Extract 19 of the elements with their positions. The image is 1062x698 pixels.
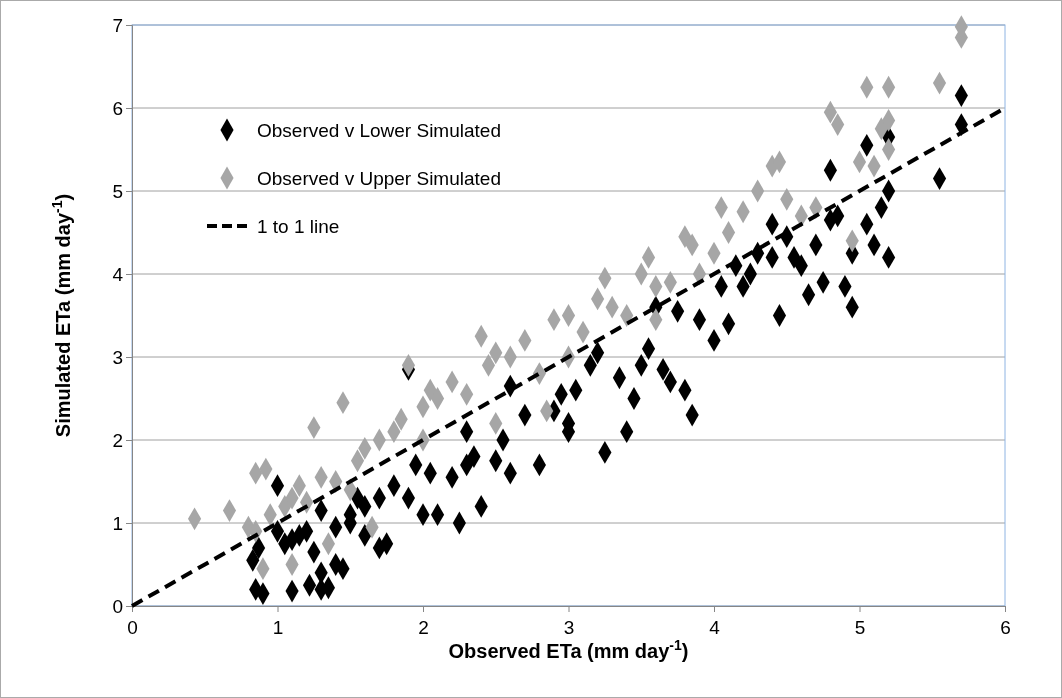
y-tick-label: 4 xyxy=(112,263,124,285)
y-tick-label: 2 xyxy=(112,429,123,451)
legend-label: 1 to 1 line xyxy=(257,215,340,237)
legend-label: Observed v Lower Simulated xyxy=(257,119,501,141)
y-tick-label: 7 xyxy=(112,14,123,36)
x-tick-label: 2 xyxy=(418,617,429,638)
x-tick-label: 6 xyxy=(1000,617,1011,638)
legend-label: Observed v Upper Simulated xyxy=(257,167,501,189)
y-tick-label: 3 xyxy=(112,346,123,368)
y-tick-label: 1 xyxy=(112,512,123,534)
x-tick-label: 1 xyxy=(272,617,284,638)
x-tick-label: 5 xyxy=(854,617,866,638)
x-axis-title: Observed ETa (mm day$^{-1}$) xyxy=(448,637,689,662)
y-tick-label: 5 xyxy=(112,180,123,202)
y-tick-label: 0 xyxy=(112,595,123,617)
x-tick-label: 0 xyxy=(127,617,138,638)
y-tick-label: 6 xyxy=(112,97,123,119)
x-tick-label: 4 xyxy=(709,617,721,638)
x-tick-label: 3 xyxy=(563,617,575,638)
